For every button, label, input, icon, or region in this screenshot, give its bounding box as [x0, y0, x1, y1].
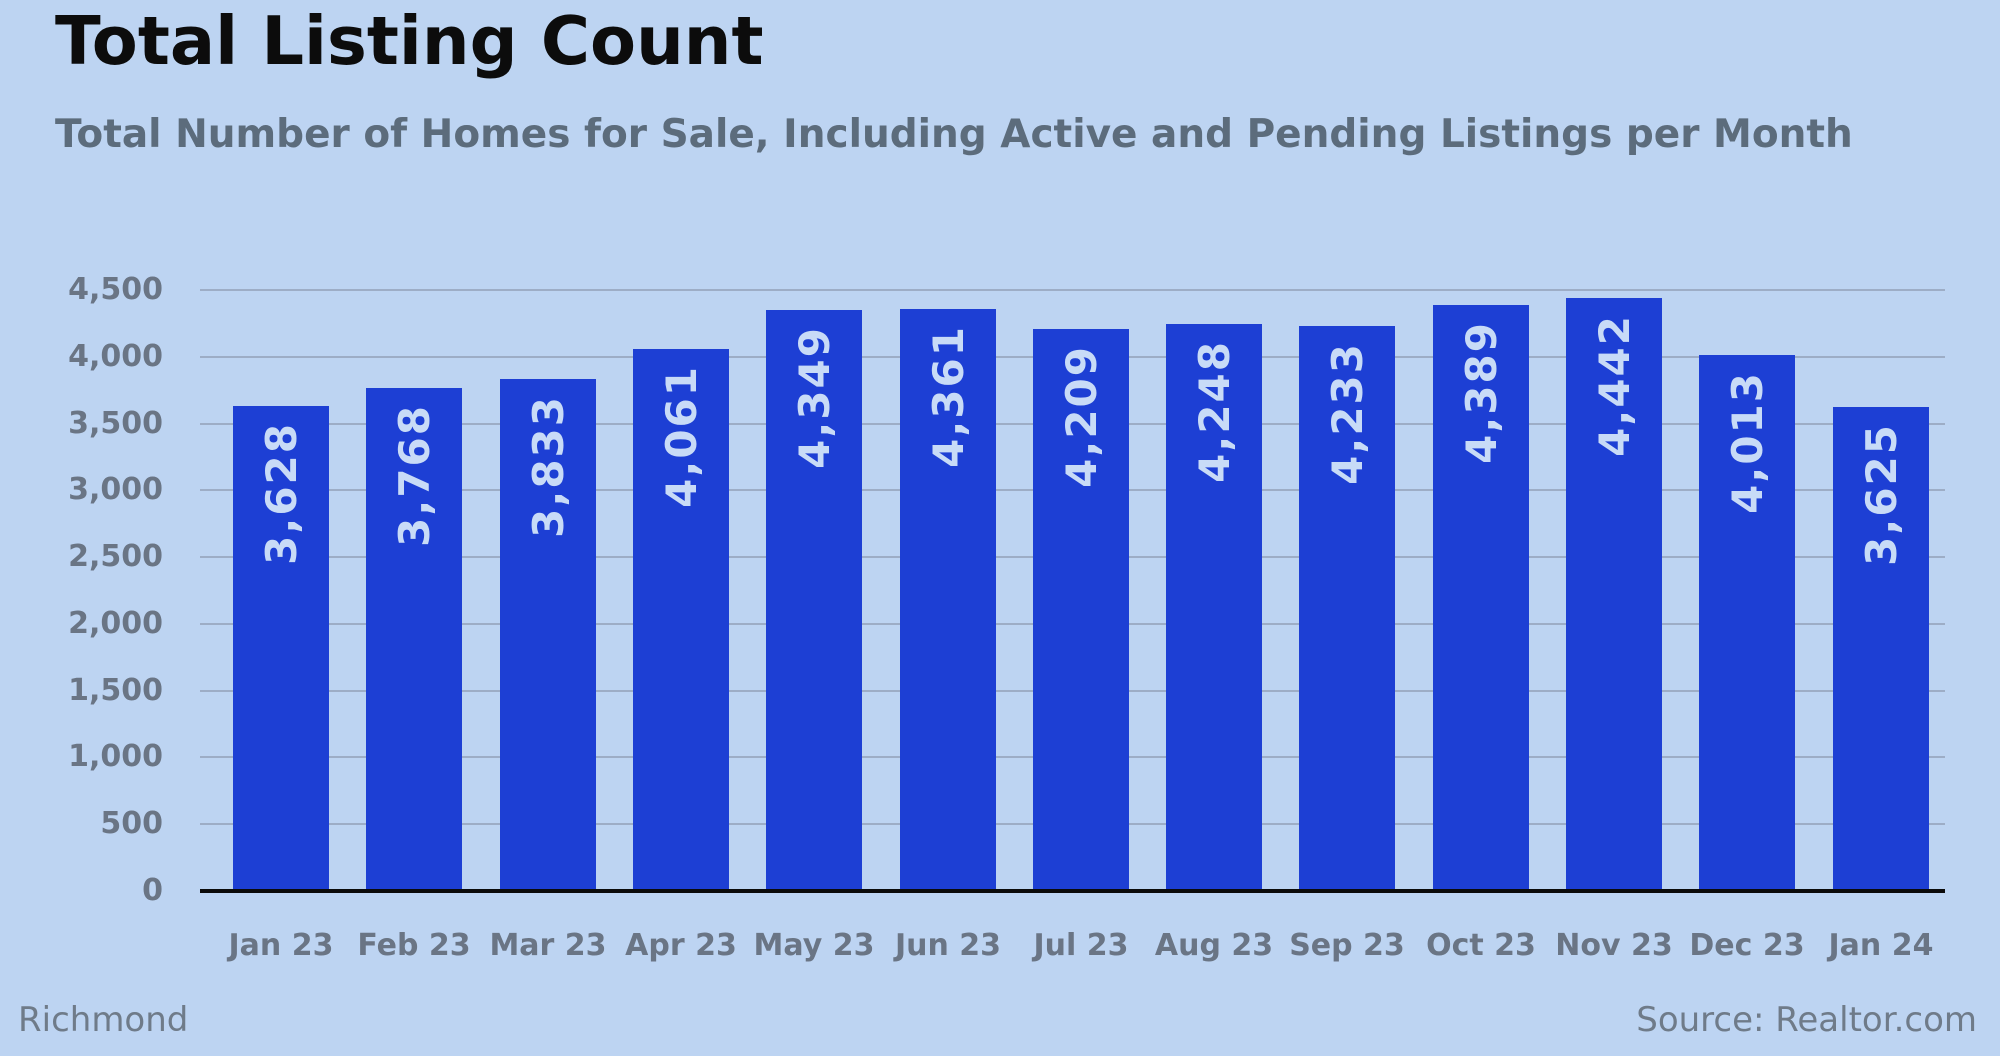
- bar: 3,768: [366, 388, 462, 891]
- bar-value-label: 4,013: [1722, 371, 1772, 514]
- gridline: [200, 289, 1945, 291]
- bar: 4,442: [1566, 298, 1662, 891]
- y-tick-label: 1,500: [68, 673, 163, 708]
- bar-value-label: 4,209: [1056, 345, 1106, 488]
- bar-value-label: 4,442: [1589, 314, 1639, 457]
- y-tick-label: 0: [142, 873, 163, 908]
- x-tick-label: May 23: [753, 928, 875, 963]
- y-tick-label: 3,000: [68, 472, 163, 507]
- bar: 4,209: [1033, 329, 1129, 891]
- x-tick-label: Jul 23: [1033, 928, 1129, 963]
- bar-value-label: 3,768: [389, 404, 439, 547]
- y-tick-label: 500: [100, 806, 163, 841]
- bar-value-label: 4,248: [1189, 340, 1239, 483]
- x-tick-label: Jan 23: [228, 928, 334, 963]
- x-tick-label: Sep 23: [1289, 928, 1405, 963]
- x-tick-label: Aug 23: [1154, 928, 1274, 963]
- x-tick-label: Dec 23: [1689, 928, 1805, 963]
- bar-value-label: 4,349: [789, 326, 839, 469]
- bar: 3,625: [1833, 407, 1929, 891]
- source-label: Source: Realtor.com: [1636, 1000, 1977, 1040]
- y-tick-label: 4,000: [68, 339, 163, 374]
- x-tick-label: Feb 23: [357, 928, 471, 963]
- bar: 4,233: [1299, 326, 1395, 891]
- y-tick-label: 2,500: [68, 539, 163, 574]
- x-tick-label: Jan 24: [1828, 928, 1934, 963]
- bar: 3,833: [500, 379, 596, 891]
- x-tick-label: Apr 23: [625, 928, 737, 963]
- x-tick-label: Mar 23: [489, 928, 607, 963]
- bar: 4,361: [900, 309, 996, 891]
- bar: 4,389: [1433, 305, 1529, 891]
- bar-value-label: 4,389: [1456, 321, 1506, 464]
- x-tick-label: Nov 23: [1555, 928, 1673, 963]
- x-tick-label: Jun 23: [894, 928, 1002, 963]
- bar-value-label: 3,628: [256, 422, 306, 565]
- bar-value-label: 3,833: [523, 395, 573, 538]
- region-label: Richmond: [18, 1000, 189, 1040]
- bar-value-label: 3,625: [1856, 423, 1906, 566]
- y-tick-label: 2,000: [68, 606, 163, 641]
- y-tick-label: 1,000: [68, 739, 163, 774]
- chart-title: Total Listing Count: [55, 2, 764, 80]
- bar: 4,248: [1166, 324, 1262, 891]
- x-axis-line: [200, 889, 1945, 893]
- bar: 4,061: [633, 349, 729, 891]
- y-tick-label: 4,500: [68, 272, 163, 307]
- x-tick-label: Oct 23: [1426, 928, 1536, 963]
- bar: 4,013: [1699, 355, 1795, 891]
- y-tick-label: 3,500: [68, 406, 163, 441]
- bar-value-label: 4,361: [923, 325, 973, 468]
- chart-subtitle: Total Number of Homes for Sale, Includin…: [55, 112, 1853, 157]
- bar-value-label: 4,061: [656, 365, 706, 508]
- bar: 4,349: [766, 310, 862, 891]
- bar-value-label: 4,233: [1322, 342, 1372, 485]
- bar: 3,628: [233, 406, 329, 891]
